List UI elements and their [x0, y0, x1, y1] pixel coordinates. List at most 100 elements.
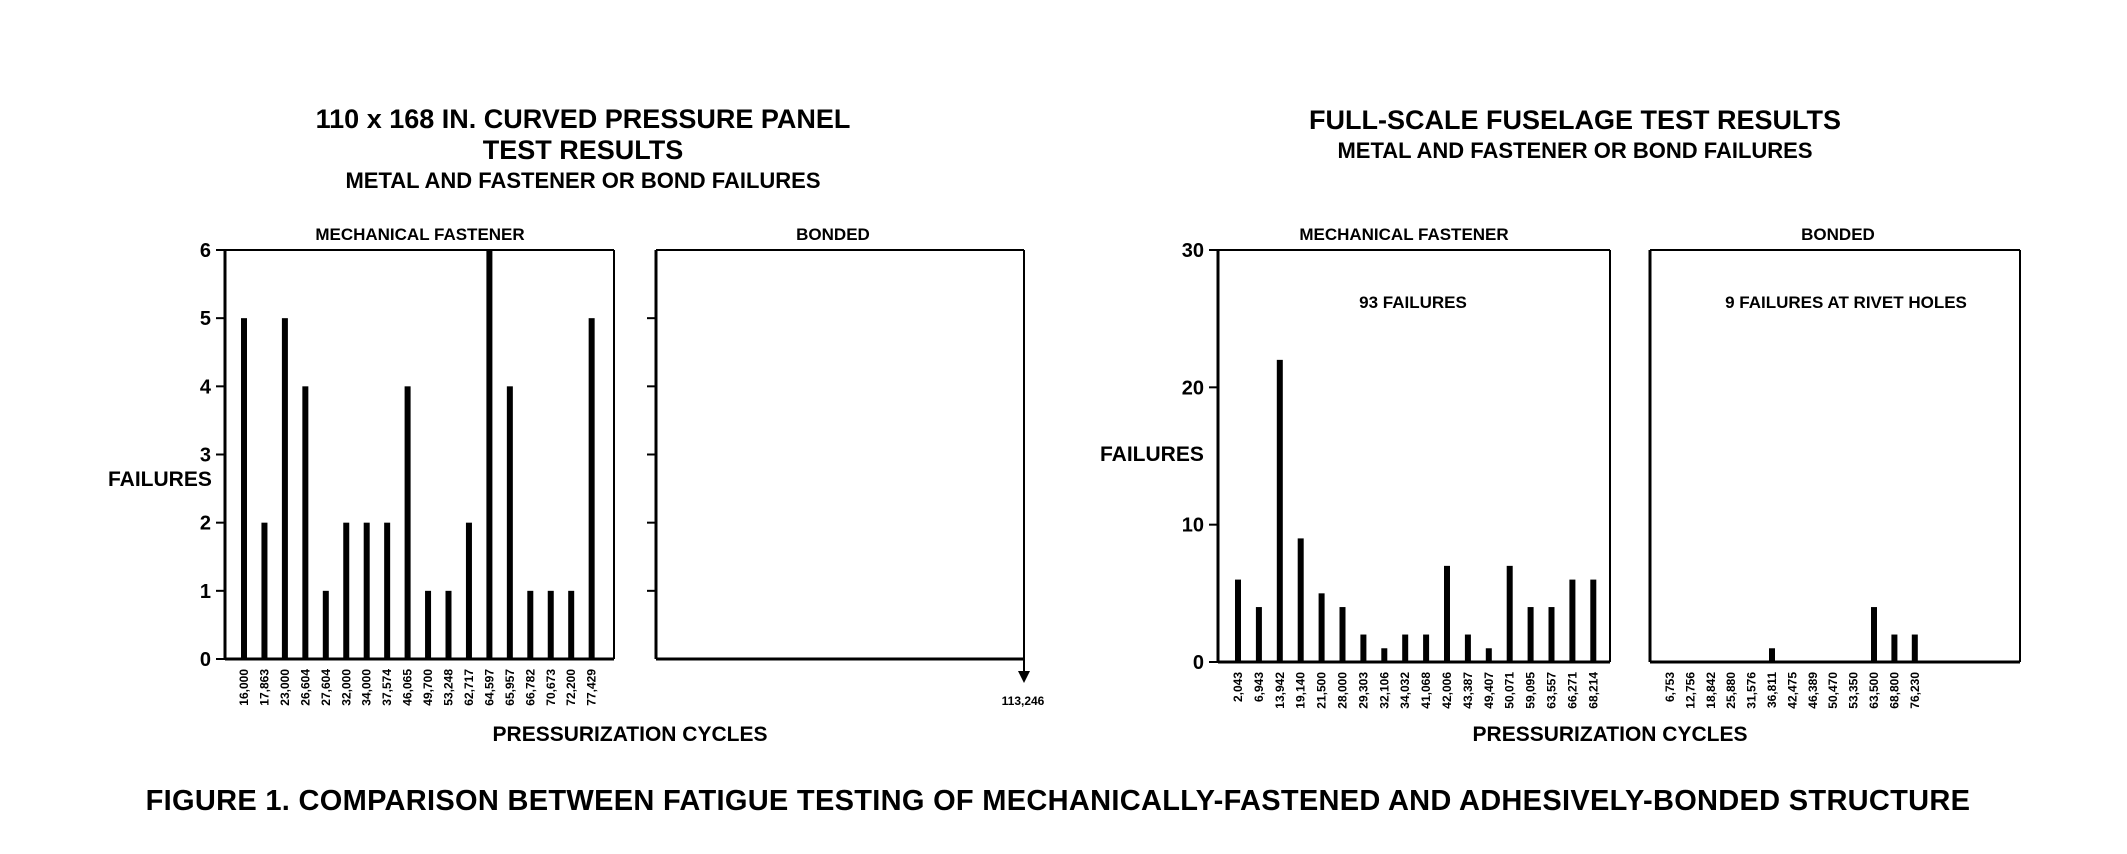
x-tick-label: 37,574: [380, 669, 394, 706]
panel-title-right-bonded: BONDED: [1801, 225, 1875, 244]
y-tick-label: 1: [200, 581, 211, 603]
x-tick-label: 68,800: [1887, 672, 1901, 709]
bar: [1339, 607, 1346, 662]
bar: [1769, 648, 1775, 662]
left-title-line1: 110 x 168 IN. CURVED PRESSURE PANEL: [316, 104, 851, 134]
bar: [1235, 579, 1241, 662]
x-tick-label: 23,000: [278, 669, 292, 706]
bar: [1276, 359, 1283, 662]
panel-title-left-fastener: MECHANICAL FASTENER: [315, 225, 524, 244]
x-tick-label: 49,700: [421, 669, 435, 706]
bar: [1423, 634, 1430, 662]
bar: [343, 522, 350, 659]
x-tick-label: 43,387: [1461, 672, 1475, 709]
x-tick-label: 50,470: [1826, 672, 1840, 709]
x-tick-label: 25,880: [1724, 672, 1738, 709]
x-tick-label: 64,597: [482, 669, 496, 706]
bar: [384, 522, 391, 659]
bar: [1402, 634, 1409, 662]
bar: [363, 522, 370, 659]
figure-caption: FIGURE 1. COMPARISON BETWEEN FATIGUE TES…: [146, 785, 1971, 817]
annotation-93-failures: 93 FAILURES: [1359, 293, 1467, 312]
y-tick-label: 30: [1182, 240, 1204, 262]
bar: [425, 590, 432, 659]
x-tick-label: 31,576: [1745, 672, 1759, 709]
x-tick-label: 53,350: [1847, 672, 1861, 709]
bar: [486, 250, 493, 659]
y-tick-label: 0: [200, 649, 211, 671]
x-tick-label: 72,200: [564, 669, 578, 706]
right-ylabel: FAILURES: [1100, 443, 1204, 466]
bar: [1548, 607, 1555, 662]
x-tick-label: 63,500: [1867, 672, 1881, 709]
bar: [1381, 648, 1388, 662]
x-tick-label: 32,000: [339, 669, 353, 706]
x-tick-label: 36,811: [1765, 672, 1779, 708]
bar: [1464, 634, 1471, 662]
bar: [1871, 607, 1877, 662]
bar: [568, 590, 575, 659]
x-tick-label: 53,248: [442, 669, 456, 706]
bar: [527, 590, 534, 659]
y-tick-label: 20: [1182, 377, 1204, 399]
bar: [1590, 579, 1597, 662]
bar: [445, 590, 452, 659]
x-tick-label: 21,500: [1315, 672, 1329, 709]
annotation-113246: 113,246: [1002, 694, 1045, 708]
right-title: FULL-SCALE FUSELAGE TEST RESULTS: [1309, 105, 1841, 135]
y-tick-label: 6: [200, 240, 211, 262]
x-tick-label: 28,000: [1336, 672, 1350, 709]
x-tick-label: 16,000: [237, 669, 251, 706]
arrow-down-icon: [1018, 671, 1030, 683]
x-tick-label: 63,557: [1545, 672, 1559, 709]
x-tick-label: 17,863: [257, 669, 271, 706]
bar: [1360, 634, 1367, 662]
x-tick-label: 42,006: [1440, 672, 1454, 709]
bar: [1569, 579, 1576, 662]
x-tick-label: 42,475: [1785, 672, 1799, 709]
x-tick-label: 13,942: [1273, 672, 1287, 709]
bar: [1527, 607, 1534, 662]
bar: [322, 590, 329, 659]
left-ylabel: FAILURES: [108, 468, 212, 491]
bar: [547, 590, 554, 659]
x-tick-label: 66,782: [523, 669, 537, 706]
panel-title-right-fastener: MECHANICAL FASTENER: [1299, 225, 1508, 244]
annotation-bonded-rivet-holes: 9 FAILURES AT RIVET HOLES: [1725, 293, 1967, 312]
plot-layer: 0 1 2 3 4 5 6 16,000 17,863 23,000 26,604 27,604 32,…: [200, 240, 2021, 709]
y-tick-label: 10: [1182, 515, 1204, 537]
right-xlabel: PRESSURIZATION CYCLES: [1473, 723, 1748, 746]
x-tick-label: 65,957: [503, 669, 517, 706]
left-xlabel: PRESSURIZATION CYCLES: [493, 723, 768, 746]
x-tick-label: 6,943: [1252, 672, 1266, 702]
y-tick-label: 5: [200, 308, 211, 330]
bar: [1255, 607, 1262, 662]
bar: [1891, 634, 1898, 662]
x-tick-label: 32,106: [1377, 672, 1391, 709]
bar: [281, 318, 288, 659]
left-subtitle: METAL AND FASTENER OR BOND FAILURES: [345, 168, 820, 193]
bar: [1485, 648, 1492, 662]
x-tick-label: 34,032: [1398, 672, 1412, 709]
left-title-line2: TEST RESULTS: [483, 135, 684, 165]
bar: [588, 318, 595, 659]
panel-title-left-bonded: BONDED: [796, 225, 870, 244]
x-tick-label: 41,068: [1419, 672, 1433, 709]
bar: [241, 318, 247, 659]
x-tick-label: 46,065: [401, 669, 415, 706]
x-tick-label: 62,717: [462, 669, 476, 706]
x-tick-label: 2,043: [1231, 672, 1245, 702]
y-tick-label: 4: [200, 376, 212, 398]
bar: [261, 522, 268, 659]
x-tick-label: 77,429: [585, 669, 599, 706]
x-tick-label: 26,604: [298, 669, 312, 706]
bar: [1318, 593, 1325, 662]
y-tick-label: 3: [200, 445, 211, 467]
x-tick-label: 59,095: [1524, 672, 1538, 709]
x-tick-label: 27,604: [319, 669, 333, 706]
x-tick-label: 49,407: [1482, 672, 1496, 709]
x-tick-label: 76,230: [1908, 672, 1922, 709]
x-tick-label: 18,842: [1704, 672, 1718, 709]
bar: [506, 386, 513, 659]
